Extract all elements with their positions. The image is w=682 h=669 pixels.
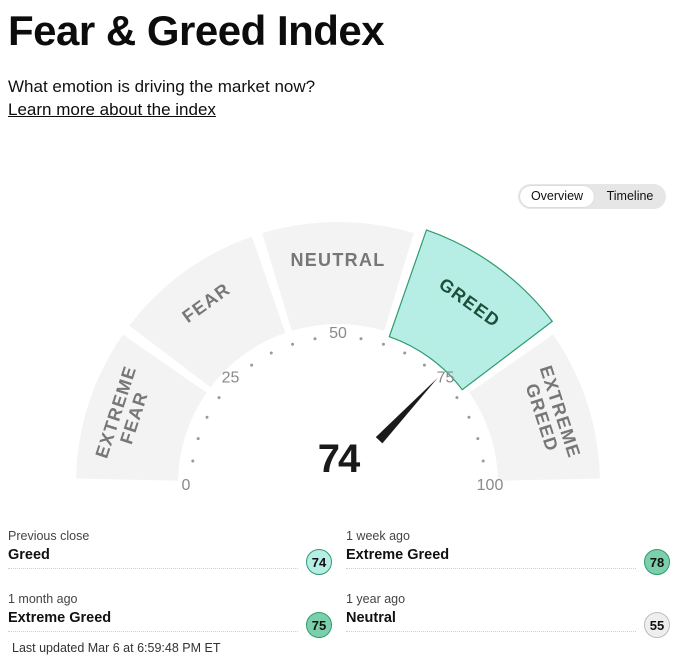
scale-dot [476, 437, 480, 441]
history-label: 1 year ago [346, 592, 406, 606]
gauge-segment-extreme-fear [76, 334, 207, 481]
scale-dot [196, 437, 200, 441]
fear-greed-gauge: EXTREMEFEARFEARNEUTRALGREEDEXTREMEGREED … [76, 221, 600, 500]
scale-dot [205, 415, 209, 419]
history-1-year-ago: 1 year ago Neutral 55 [346, 591, 670, 645]
dotted-divider [346, 568, 636, 569]
history-value: Extreme Greed [8, 610, 112, 626]
dotted-divider [8, 568, 298, 569]
history-label: Previous close [8, 529, 90, 543]
history-1-week-ago: 1 week ago Extreme Greed 78 [346, 528, 670, 582]
tick-label: 0 [182, 477, 191, 494]
learn-more-link[interactable]: Learn more about the index [8, 100, 216, 119]
scale-dot [381, 342, 385, 346]
history-value: Extreme Greed [346, 547, 450, 563]
gauge-hub [284, 430, 392, 500]
gauge-segment-neutral [262, 221, 414, 331]
scale-dot [269, 351, 273, 355]
tick-label: 50 [329, 325, 347, 342]
page-title: Fear & Greed Index [8, 7, 385, 54]
page-subtitle: What emotion is driving the market now? [8, 77, 316, 96]
scale-dot [359, 337, 363, 341]
scale-dot [455, 396, 459, 400]
history-value: Greed [8, 547, 50, 563]
last-updated: Last updated Mar 6 at 6:59:48 PM ET [12, 641, 221, 655]
tick-label: 25 [222, 370, 240, 387]
scale-dot [291, 342, 295, 346]
history-value: Neutral [346, 610, 396, 626]
gauge-segment-extreme-greed [469, 334, 600, 481]
tick-label: 75 [437, 370, 455, 387]
history-label: 1 month ago [8, 592, 78, 606]
dotted-divider [8, 631, 298, 632]
history-label: 1 week ago [346, 529, 410, 543]
score-badge: 75 [306, 612, 332, 638]
gauge-segment-fear [129, 236, 286, 388]
history-previous-close: Previous close Greed 74 [8, 528, 332, 582]
tick-label: 100 [477, 477, 504, 494]
scale-dot [217, 396, 221, 400]
view-toggle: Overview Timeline [518, 184, 666, 209]
scale-dot [467, 415, 471, 419]
score-badge: 55 [644, 612, 670, 638]
gauge-needle [375, 377, 438, 444]
score-badge: 78 [644, 549, 670, 575]
scale-dot [313, 337, 317, 341]
overview-tab[interactable]: Overview [520, 186, 594, 207]
gauge-score: 74 [317, 437, 361, 481]
scale-dot [481, 459, 485, 463]
scale-dot [191, 459, 195, 463]
gauge-segment-label: NEUTRAL [290, 250, 385, 270]
score-badge: 74 [306, 549, 332, 575]
dotted-divider [346, 631, 636, 632]
scale-dot [403, 351, 407, 355]
gauge-segment-greed [388, 229, 554, 391]
timeline-tab[interactable]: Timeline [606, 189, 654, 203]
scale-dot [422, 363, 426, 367]
scale-dot [250, 363, 254, 367]
history-1-month-ago: 1 month ago Extreme Greed 75 [8, 591, 332, 645]
